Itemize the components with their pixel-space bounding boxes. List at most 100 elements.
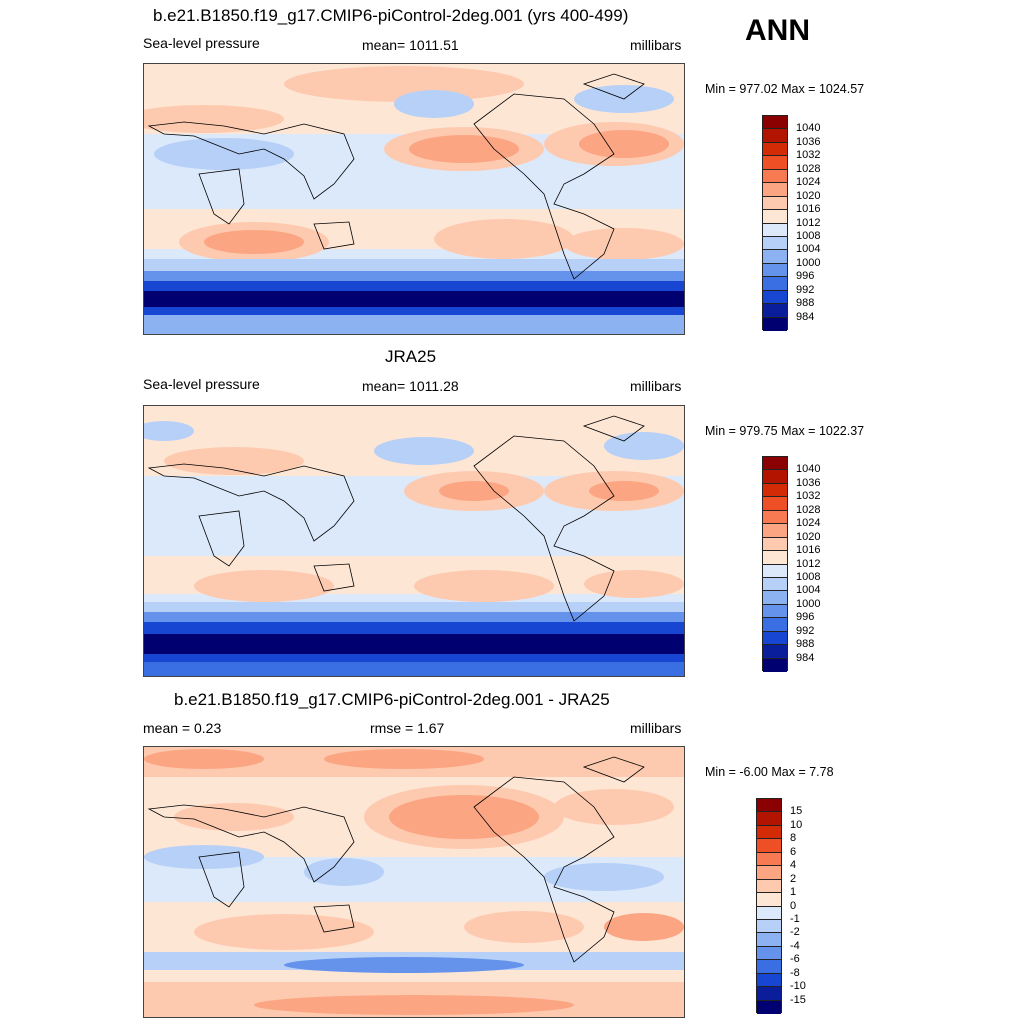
colorbar-swatch	[763, 317, 787, 331]
colorbar-tick-label: -6	[790, 953, 800, 966]
colorbar-tick-label: 996	[796, 611, 815, 624]
colorbar-swatch	[763, 604, 787, 619]
panel-units-model: millibars	[630, 37, 682, 53]
colorbar-swatch	[763, 116, 787, 130]
colorbar-swatch	[763, 551, 787, 565]
colorbar-tick-label: 1020	[796, 530, 821, 543]
model-map-svg	[144, 64, 684, 334]
colorbar-swatch	[757, 973, 781, 988]
colorbar-tick-label: 6	[790, 845, 797, 858]
diff-slp-map	[143, 746, 685, 1018]
colorbar-swatch	[763, 564, 787, 578]
panel-title-model: b.e21.B1850.f19_g17.CMIP6-piControl-2deg…	[153, 6, 629, 25]
diff-colorbar: 15 10 8 6 4 2 1 0 -1 -2 -4 -6 -8 -10 -15	[756, 798, 826, 1014]
colorbar-tick-label: -2	[790, 926, 800, 939]
colorbar-swatch	[763, 250, 787, 264]
colorbar-swatch	[763, 537, 787, 552]
colorbar-swatch	[763, 196, 787, 211]
colorbar-swatch	[763, 183, 787, 197]
colorbar-tick-label: 4	[790, 859, 797, 872]
colorbar-swatch	[757, 879, 781, 894]
colorbar-tick-label: 984	[796, 651, 815, 664]
colorbar-tick-label: 1016	[796, 544, 821, 557]
colorbar-tick-label: 1004	[796, 584, 821, 597]
colorbar-swatch	[763, 470, 787, 484]
colorbar-swatch	[757, 1000, 781, 1014]
colorbar-frame	[762, 456, 788, 672]
colorbar-swatch	[763, 577, 787, 592]
colorbar-tick-label: 1020	[796, 189, 821, 202]
colorbar-swatch	[763, 129, 787, 143]
colorbar-swatch	[763, 277, 787, 291]
colorbar-swatch	[757, 946, 781, 961]
colorbar-swatch	[763, 457, 787, 471]
colorbar-swatch	[763, 497, 787, 511]
obs-slp-map	[143, 405, 685, 677]
colorbar-tick-label: -4	[790, 939, 800, 952]
panel-left-label-model: Sea-level pressure	[143, 35, 260, 51]
colorbar-swatch	[763, 142, 787, 157]
colorbar-swatch	[757, 960, 781, 974]
colorbar-swatch	[757, 799, 781, 813]
panel-units-diff: millibars	[630, 720, 682, 736]
colorbar-tick-label: -1	[790, 912, 800, 925]
colorbar-tick-label: 1012	[796, 216, 821, 229]
colorbar-tick-label: 992	[796, 283, 815, 296]
colorbar-swatch	[763, 645, 787, 659]
colorbar-tick-label: -10	[790, 980, 806, 993]
colorbar-swatch	[763, 483, 787, 498]
colorbar-tick-label: 1012	[796, 557, 821, 570]
colorbar-swatch	[763, 223, 787, 237]
colorbar-tick-label: 1024	[796, 176, 821, 189]
diff-map-svg	[144, 747, 684, 1017]
colorbar-tick-label: 1032	[796, 490, 821, 503]
model-slp-map	[143, 63, 685, 335]
obs-colorbar: 1040 1036 1032 1028 1024 1020 1016 1012 1008 1004…	[762, 456, 832, 672]
obs-minmax: Min = 979.75 Max = 1022.37	[705, 424, 865, 438]
panel-units-obs: millibars	[630, 378, 682, 394]
panel-mean-diff: mean = 0.23	[143, 720, 222, 736]
colorbar-frame	[762, 115, 788, 331]
colorbar-swatch	[763, 618, 787, 632]
colorbar-tick-label: 1000	[796, 256, 821, 269]
colorbar-tick-label: -8	[790, 966, 800, 979]
colorbar-tick-label: 0	[790, 899, 797, 912]
colorbar-tick-label: 1024	[796, 517, 821, 530]
colorbar-swatch	[763, 510, 787, 525]
colorbar-swatch	[757, 919, 781, 934]
colorbar-swatch	[763, 210, 787, 224]
colorbar-tick-label: 1028	[796, 503, 821, 516]
colorbar-swatch	[757, 839, 781, 853]
colorbar-swatch	[757, 866, 781, 880]
colorbar-tick-label: 988	[796, 297, 815, 310]
colorbar-tick-label: 15	[790, 805, 803, 818]
diff-minmax: Min = -6.00 Max = 7.78	[705, 765, 834, 779]
colorbar-tick-label: 984	[796, 310, 815, 323]
colorbar-tick-label: 2	[790, 872, 797, 885]
colorbar-swatch	[763, 524, 787, 538]
obs-map-svg	[144, 406, 684, 676]
colorbar-tick-label: 992	[796, 624, 815, 637]
colorbar-swatch	[757, 852, 781, 867]
colorbar-tick-label: 1036	[796, 476, 821, 489]
colorbar-swatch	[763, 156, 787, 170]
colorbar-tick-label: 1032	[796, 149, 821, 162]
colorbar-tick-label: 1004	[796, 243, 821, 256]
colorbar-tick-label: 1028	[796, 162, 821, 175]
colorbar-swatch	[763, 236, 787, 251]
colorbar-tick-label: 996	[796, 270, 815, 283]
colorbar-tick-label: 1008	[796, 229, 821, 242]
model-minmax: Min = 977.02 Max = 1024.57	[705, 82, 865, 96]
panel-title-diff: b.e21.B1850.f19_g17.CMIP6-piControl-2deg…	[174, 690, 610, 709]
colorbar-frame	[756, 798, 782, 1014]
colorbar-tick-label: 1036	[796, 135, 821, 148]
panel-left-label-obs: Sea-level pressure	[143, 376, 260, 392]
colorbar-tick-label: 1040	[796, 122, 821, 135]
colorbar-swatch	[763, 631, 787, 646]
panel-rmse-diff: rmse = 1.67	[370, 720, 445, 736]
colorbar-tick-label: 1016	[796, 203, 821, 216]
colorbar-swatch	[763, 304, 787, 318]
colorbar-tick-label: 1	[790, 886, 797, 899]
colorbar-swatch	[757, 987, 781, 1001]
colorbar-swatch	[763, 591, 787, 605]
